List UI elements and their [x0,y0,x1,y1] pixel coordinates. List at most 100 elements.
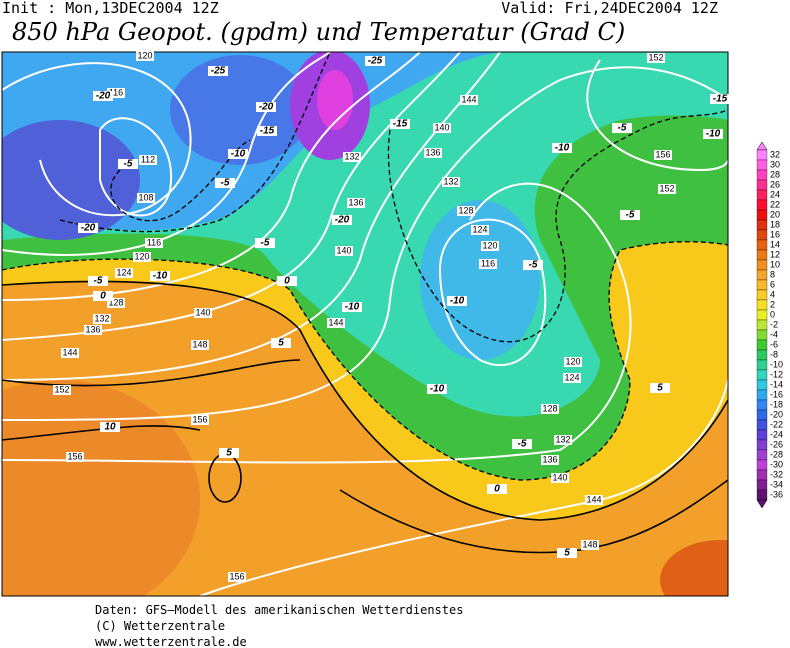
temperature-label: -5 [261,238,270,249]
label-box [424,148,442,158]
label-box [447,296,467,306]
colorbar-cell [756,329,768,341]
geopotential-label: 124 [116,267,131,277]
geopotential-label: 112 [141,154,155,164]
label-box [215,178,235,188]
temperature-label: -5 [221,178,230,189]
geopotential-label: 136 [542,454,557,464]
label-box [145,238,163,248]
temperature-label: -10 [450,296,465,307]
colorbar-label: 28 [770,169,780,179]
label-box [219,448,239,458]
temperature-label: -25 [368,56,383,67]
temperature-label: -10 [153,271,168,282]
temperature-label: 5 [226,448,232,459]
temperature-label: -10 [345,302,360,313]
label-box [150,271,170,281]
label-box [100,422,120,432]
colorbar-label: 26 [770,179,780,189]
label-box [136,51,154,61]
colorbar-label: -36 [770,489,783,499]
colorbar-label: -18 [770,399,783,409]
geopotential-label: 124 [564,372,579,382]
label-box [647,53,665,63]
temperature-label: 5 [278,338,284,349]
label-box [257,126,277,136]
temperature-label: -5 [518,439,527,450]
colorbar-cell [756,429,768,441]
label-box [137,193,155,203]
geopotential-label: 140 [336,245,351,255]
colorbar-label: 6 [770,279,775,289]
colorbar-label: 30 [770,159,780,169]
label-box [78,223,98,233]
label-box [612,123,632,133]
label-box [433,123,451,133]
geopotential-label: 144 [328,317,343,327]
colorbar-cell [756,379,768,391]
label-box [93,314,111,324]
geopotential-label: 120 [137,50,152,60]
temperature-label: -10 [555,143,570,154]
colorbar-cell [756,269,768,281]
temperature-label: 0 [100,291,106,302]
colorbar-label: -34 [770,479,783,489]
colorbar-cell [756,179,768,191]
colorbar-label: -26 [770,439,783,449]
colorbar-cell [756,209,768,221]
label-box [581,540,599,550]
label-box [139,155,157,165]
geopotential-label: 144 [461,94,476,104]
colorbar-label: 10 [770,259,780,269]
temperature-label: -15 [260,126,275,137]
temperature-label: -20 [96,91,111,102]
colorbar-label: -30 [770,459,783,469]
label-box [620,210,640,220]
colorbar-label: -4 [770,329,778,339]
temperature-label: -5 [626,210,635,221]
label-box [347,198,365,208]
label-box [343,152,361,162]
colorbar-label: -6 [770,339,778,349]
geopotential-label: 120 [565,356,580,366]
temperature-label: -20 [335,215,350,226]
colorbar-cell [756,359,768,371]
contour-labels: 1201161121081161201241281321361401441481… [53,50,730,582]
label-box [557,548,577,558]
geopotential-label: 120 [482,240,497,250]
temperature-label: -25 [211,66,226,77]
geopotential-label: 148 [192,339,207,349]
colorbar-cell [756,189,768,201]
colorbar-cell [756,299,768,311]
colorbar-label: -14 [770,379,783,389]
temperature-label: -5 [618,123,627,134]
label-box [554,435,572,445]
geopotential-label: 120 [134,251,149,261]
label-box [255,238,275,248]
geopotential-label: 116 [481,258,495,268]
label-box [107,298,125,308]
label-box [66,452,84,462]
temperature-label: -5 [529,260,538,271]
label-box [332,215,352,225]
label-box [710,94,730,104]
colorbar-label: -12 [770,369,783,379]
geopotential-label: 148 [582,539,597,549]
temperature-label: 5 [564,548,570,559]
colorbar-cell [756,319,768,331]
geopotential-label: 136 [348,197,363,207]
geopotential-label: 156 [192,414,207,424]
colorbar-cell [756,239,768,251]
geopotential-label: 156 [655,149,670,159]
label-box [541,404,559,414]
label-box [487,484,507,494]
colorbar-cell [756,149,768,161]
label-box [191,415,209,425]
colorbar-cell [756,249,768,261]
label-box [93,91,113,101]
label-box [93,291,113,301]
temperature-label: -20 [259,102,274,113]
colorbar-label: -8 [770,349,778,359]
temperature-label: -10 [231,149,246,160]
colorbar-label: 32 [770,149,780,159]
